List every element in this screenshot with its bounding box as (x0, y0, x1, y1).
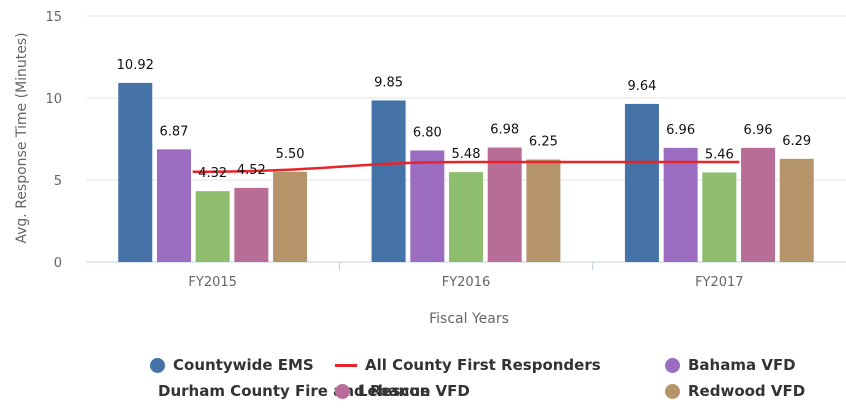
legend-item-bahama-vfd[interactable]: Bahama VFD (665, 356, 840, 374)
label-layer: FY2015 FY2016 FY2017 10.92 9.85 9.64 6.87 6.80 6… (117, 58, 812, 290)
bar-countywide-ems-fy2016[interactable] (371, 100, 406, 263)
legend-swatch (150, 357, 165, 373)
data-label-durham-county-fire-and-rescue-fy2017: 5.46 (705, 147, 734, 162)
y-tick-label: 0 (54, 256, 62, 271)
bar-bahama-vfd-fy2016[interactable] (410, 150, 445, 262)
data-label-bahama-vfd-fy2015: 6.87 (159, 124, 188, 139)
bar-lebanon-vfd-fy2017[interactable] (741, 147, 776, 262)
x-tick-label-fy2017: FY2017 (695, 275, 744, 290)
legend-swatch (665, 357, 680, 373)
legend-label: Durham County Fire and Rescue (158, 382, 431, 400)
y-tick-label: 10 (45, 92, 62, 107)
legend-swatch (665, 383, 680, 399)
data-label-countywide-ems-fy2015: 10.92 (117, 58, 154, 73)
bar-durham-county-fire-and-rescue-fy2017[interactable] (702, 172, 737, 262)
bar-redwood-vfd-fy2017[interactable] (779, 158, 814, 262)
line-all-county-first-responders[interactable] (192, 160, 740, 174)
bar-countywide-ems-fy2017[interactable] (624, 103, 659, 263)
y-axis-title: Avg. Response Time (Minutes) (14, 32, 30, 243)
legend-swatch (335, 363, 357, 367)
x-tick-label-fy2015: FY2015 (188, 275, 237, 290)
data-label-lebanon-vfd-fy2016: 6.98 (490, 123, 519, 138)
bar-durham-county-fire-and-rescue-fy2015[interactable] (195, 191, 230, 262)
x-tick-label-fy2016: FY2016 (442, 275, 491, 290)
bar-redwood-vfd-fy2016[interactable] (526, 159, 561, 263)
bar-redwood-vfd-fy2015[interactable] (273, 171, 308, 262)
legend-item-lebanon-vfd[interactable]: Lebanon VFD (335, 382, 665, 400)
bar-lebanon-vfd-fy2016[interactable] (487, 147, 522, 262)
chart-plot: 0 5 10 15 FY2015 FY2016 FY2017 10.92 9.85 9.64 6.… (14, 10, 846, 327)
legend: Countywide EMS All County First Responde… (150, 356, 840, 400)
data-label-durham-county-fire-and-rescue-fy2015: 4.32 (198, 166, 227, 181)
bar-layer (118, 82, 814, 263)
legend-label: Countywide EMS (173, 356, 314, 374)
legend-swatch (335, 383, 350, 399)
legend-item-durham-county-fire-and-rescue[interactable]: Durham County Fire and Rescue (150, 382, 430, 400)
legend-item-countywide-ems[interactable]: Countywide EMS (150, 356, 335, 374)
data-label-countywide-ems-fy2017: 9.64 (627, 79, 656, 94)
bar-countywide-ems-fy2015[interactable] (118, 82, 153, 262)
bar-lebanon-vfd-fy2015[interactable] (234, 187, 269, 262)
line-layer (192, 160, 740, 174)
y-tick-label: 5 (54, 174, 62, 189)
data-label-lebanon-vfd-fy2017: 6.96 (744, 123, 773, 138)
data-label-bahama-vfd-fy2017: 6.96 (666, 123, 695, 138)
legend-label: Redwood VFD (688, 382, 806, 400)
data-label-bahama-vfd-fy2016: 6.80 (413, 125, 442, 140)
data-label-durham-county-fire-and-rescue-fy2016: 5.48 (452, 147, 481, 162)
data-label-lebanon-vfd-fy2015: 4.52 (237, 163, 266, 178)
legend-label: Bahama VFD (688, 356, 796, 374)
x-axis-title: Fiscal Years (429, 311, 509, 327)
y-tick-label: 15 (45, 10, 62, 25)
legend-label: Lebanon VFD (358, 382, 470, 400)
bar-durham-county-fire-and-rescue-fy2016[interactable] (449, 172, 483, 262)
data-label-redwood-vfd-fy2017: 6.29 (782, 134, 811, 149)
bar-bahama-vfd-fy2015[interactable] (156, 149, 191, 262)
data-label-countywide-ems-fy2016: 9.85 (374, 75, 403, 90)
legend-label: All County First Responders (365, 356, 601, 374)
bar-bahama-vfd-fy2017[interactable] (663, 147, 698, 262)
data-label-redwood-vfd-fy2016: 6.25 (529, 135, 558, 150)
legend-item-all-county-first-responders[interactable]: All County First Responders (335, 356, 665, 374)
legend-item-redwood-vfd[interactable]: Redwood VFD (665, 382, 840, 400)
data-label-redwood-vfd-fy2015: 5.50 (276, 147, 305, 162)
